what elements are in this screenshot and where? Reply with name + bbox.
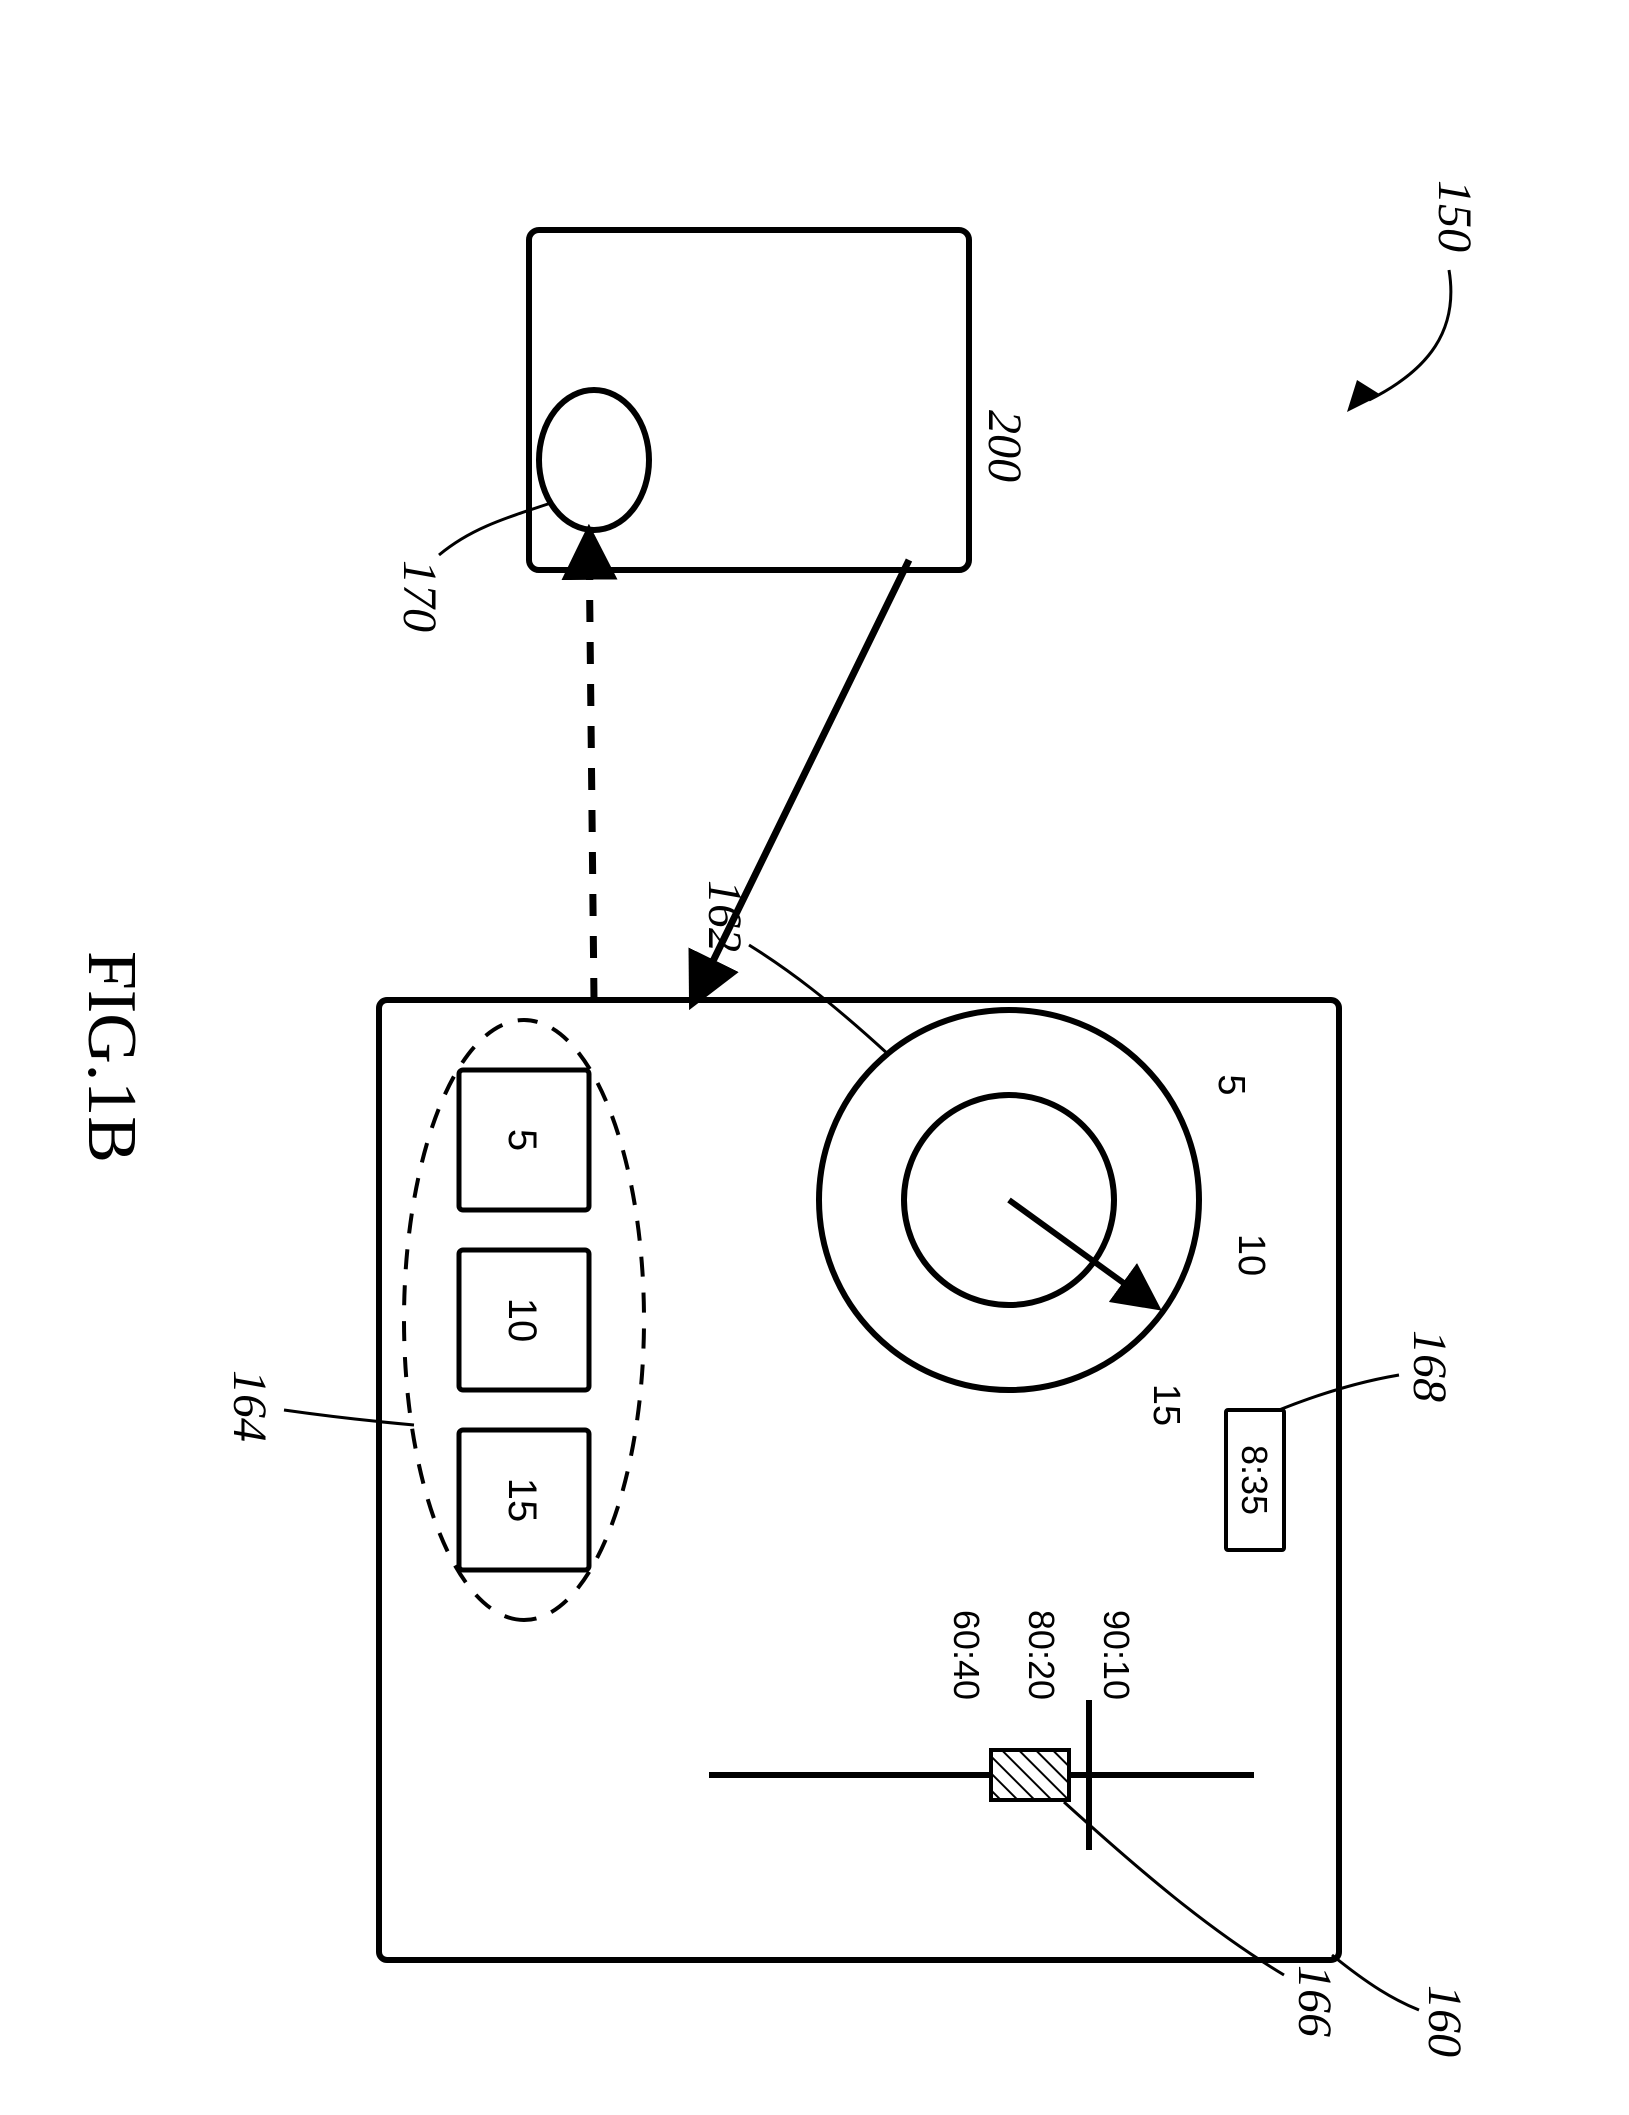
figure-svg: 150 170 200 160 8:35 168 bbox=[0, 0, 1629, 2115]
panel-ref-leader bbox=[1332, 1955, 1419, 2010]
figure-rotated-canvas: 150 170 200 160 8:35 168 bbox=[0, 0, 1629, 2115]
device-ref-label: 200 bbox=[978, 410, 1031, 482]
arrow-panel-to-device bbox=[589, 535, 594, 1000]
arrow-device-to-panel bbox=[694, 560, 909, 1000]
figure-caption: FIG.1B bbox=[73, 951, 150, 1163]
display-ref-label: 168 bbox=[1403, 1330, 1456, 1402]
panel-ref-label: 160 bbox=[1418, 1985, 1471, 2057]
camera-lens bbox=[539, 390, 649, 530]
slider-mark-2: 80:20 bbox=[1021, 1610, 1062, 1700]
system-ref-leader-arrow bbox=[1347, 380, 1381, 412]
time-display-value: 8:35 bbox=[1234, 1445, 1275, 1515]
button-1-label: 5 bbox=[500, 1129, 544, 1151]
camera-ref-label: 170 bbox=[393, 560, 446, 632]
button-2-label: 10 bbox=[500, 1298, 544, 1343]
figure-stage: 150 170 200 160 8:35 168 bbox=[0, 0, 1629, 2115]
system-ref-label: 150 bbox=[1428, 180, 1481, 252]
slider-mark-3: 60:40 bbox=[946, 1610, 987, 1700]
button-3-label: 15 bbox=[500, 1478, 544, 1523]
dial[interactable] bbox=[819, 1010, 1199, 1390]
slider-ref-label: 166 bbox=[1288, 1965, 1341, 2037]
dial-tick-2: 10 bbox=[1230, 1234, 1272, 1276]
dial-tick-3: 15 bbox=[1145, 1384, 1187, 1426]
system-ref-leader bbox=[1369, 270, 1451, 400]
slider-handle[interactable] bbox=[991, 1750, 1069, 1800]
slider-mark-1: 90:10 bbox=[1096, 1610, 1137, 1700]
dial-tick-1: 5 bbox=[1210, 1074, 1252, 1095]
button-group-ref-label: 164 bbox=[223, 1370, 276, 1442]
